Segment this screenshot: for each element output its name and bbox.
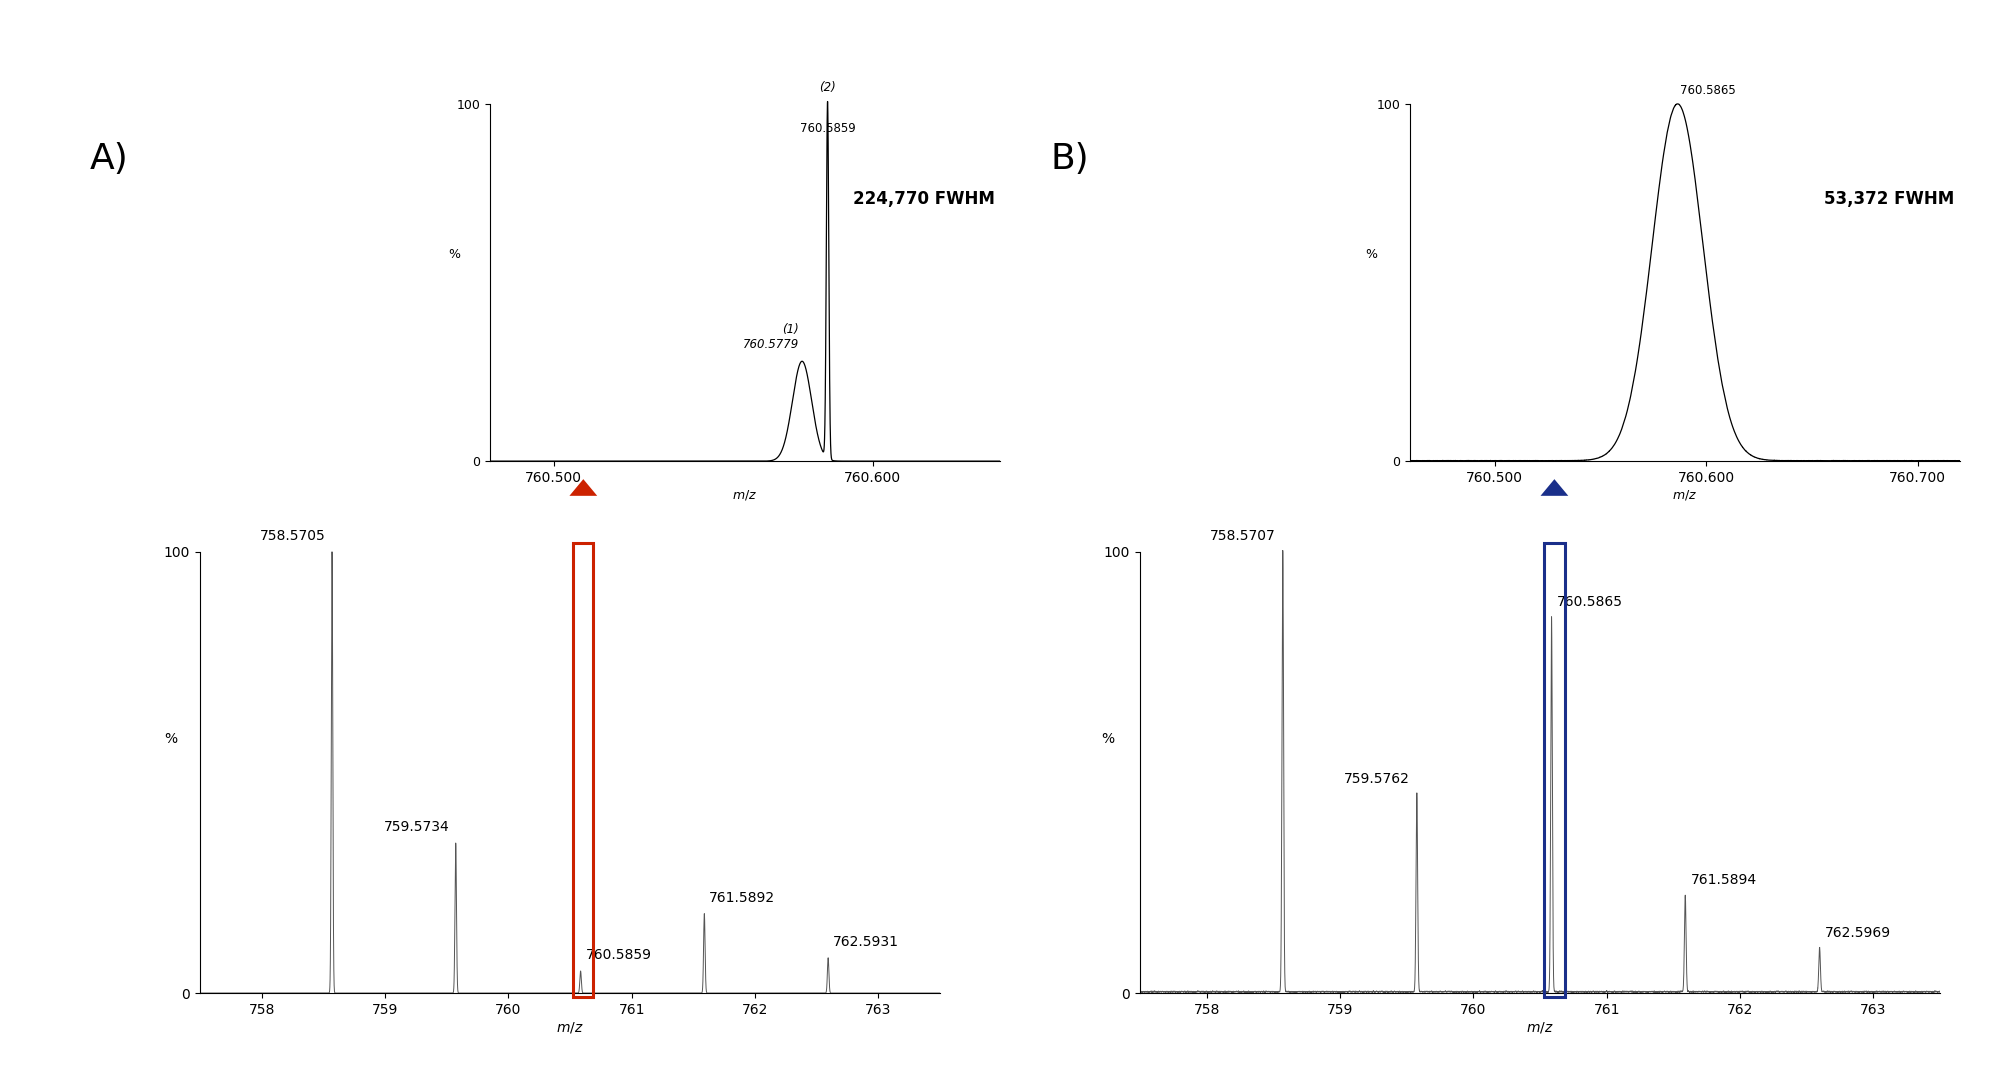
Text: 759.5734: 759.5734 (384, 820, 450, 834)
Text: (1)
760.5779: (1) 760.5779 (742, 322, 798, 351)
Text: 758.5705: 758.5705 (260, 529, 326, 543)
Text: 762.5969: 762.5969 (1824, 926, 1892, 940)
Text: 224,770 FWHM: 224,770 FWHM (854, 191, 994, 208)
Text: 758.5707: 758.5707 (1210, 529, 1276, 543)
Text: 761.5892: 761.5892 (710, 891, 776, 905)
Text: 761.5894: 761.5894 (1690, 873, 1756, 888)
Text: 760.5865: 760.5865 (1680, 84, 1736, 97)
Text: 760.5859: 760.5859 (586, 949, 652, 963)
Bar (574, 543, 592, 998)
Y-axis label: %: % (164, 732, 176, 746)
X-axis label: $m/z$: $m/z$ (1526, 1019, 1554, 1035)
X-axis label: $m/z$: $m/z$ (732, 488, 758, 502)
Y-axis label: %: % (448, 248, 460, 261)
Text: A): A) (90, 142, 128, 175)
Y-axis label: %: % (1366, 248, 1378, 261)
X-axis label: $m/z$: $m/z$ (556, 1019, 584, 1035)
X-axis label: $m/z$: $m/z$ (1672, 488, 1698, 502)
Text: 760.5865: 760.5865 (1556, 596, 1622, 609)
Text: (2): (2) (820, 81, 836, 94)
Text: 53,372 FWHM: 53,372 FWHM (1824, 191, 1954, 208)
Text: 762.5931: 762.5931 (834, 935, 900, 949)
Text: 760.5859: 760.5859 (800, 122, 856, 135)
Y-axis label: %: % (1102, 732, 1114, 746)
Text: 759.5762: 759.5762 (1344, 772, 1410, 785)
Bar (1544, 543, 1564, 998)
Text: B): B) (1050, 142, 1088, 175)
